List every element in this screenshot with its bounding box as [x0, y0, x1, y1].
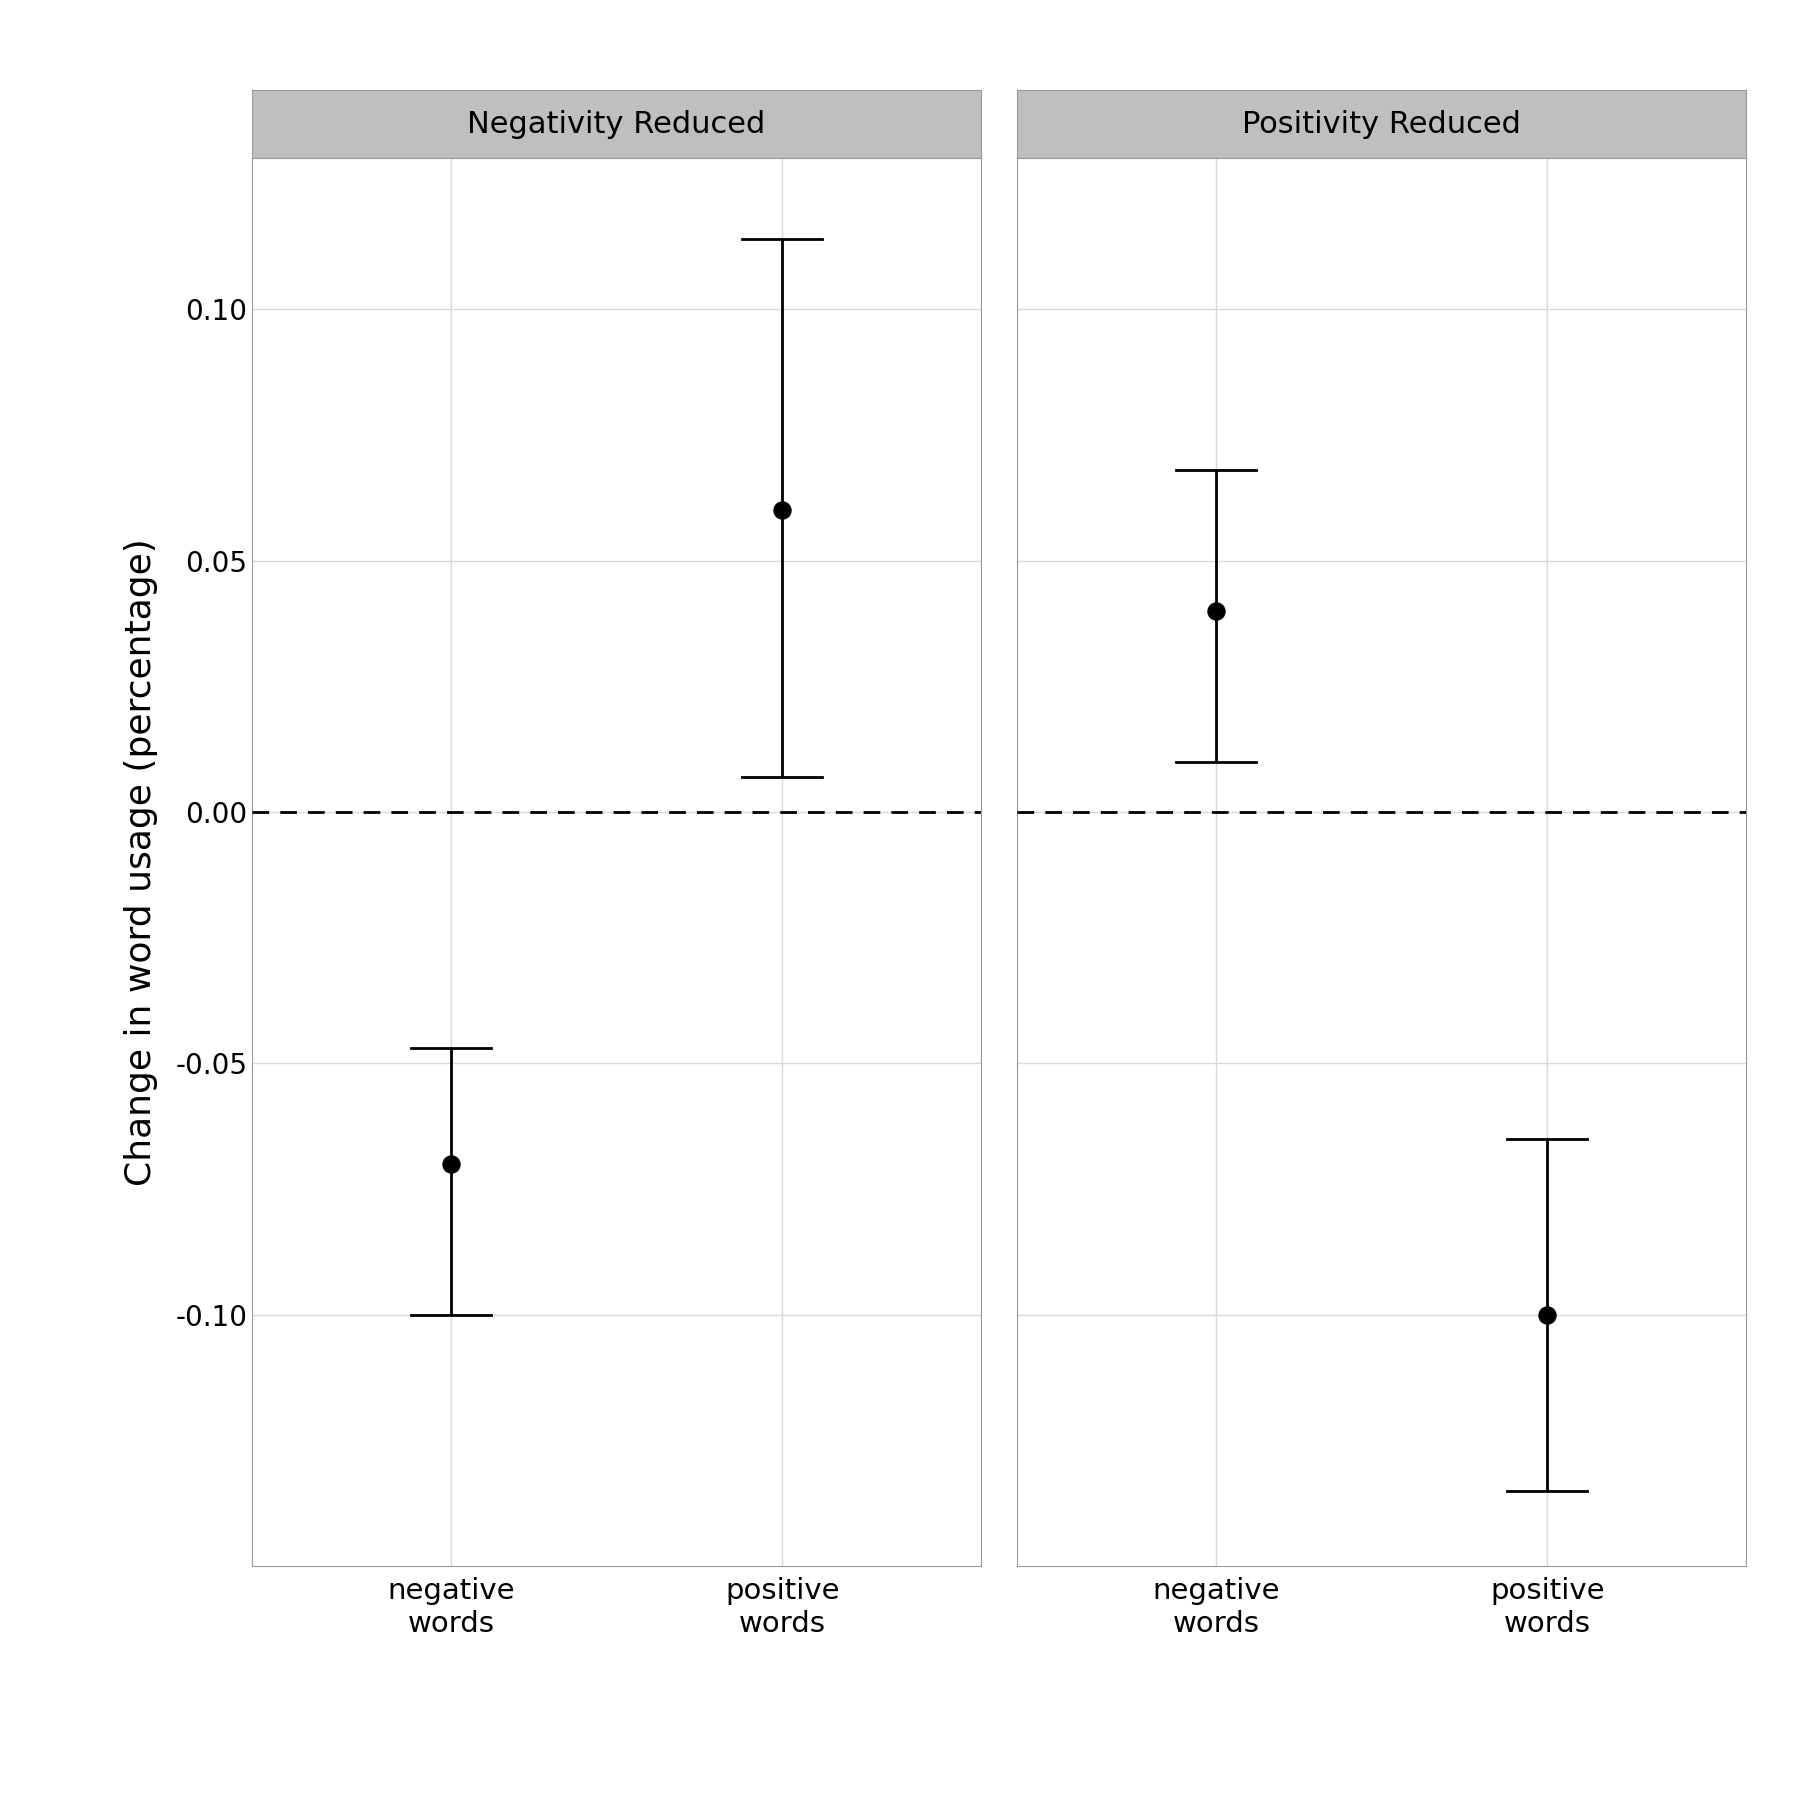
Point	[769, 497, 797, 526]
Point	[436, 1150, 464, 1179]
Text: Positivity Reduced: Positivity Reduced	[1242, 110, 1521, 139]
Point	[1201, 596, 1229, 625]
Text: Negativity Reduced: Negativity Reduced	[468, 110, 765, 139]
Y-axis label: Change in word usage (percentage): Change in word usage (percentage)	[124, 538, 158, 1186]
Point	[1534, 1300, 1562, 1328]
